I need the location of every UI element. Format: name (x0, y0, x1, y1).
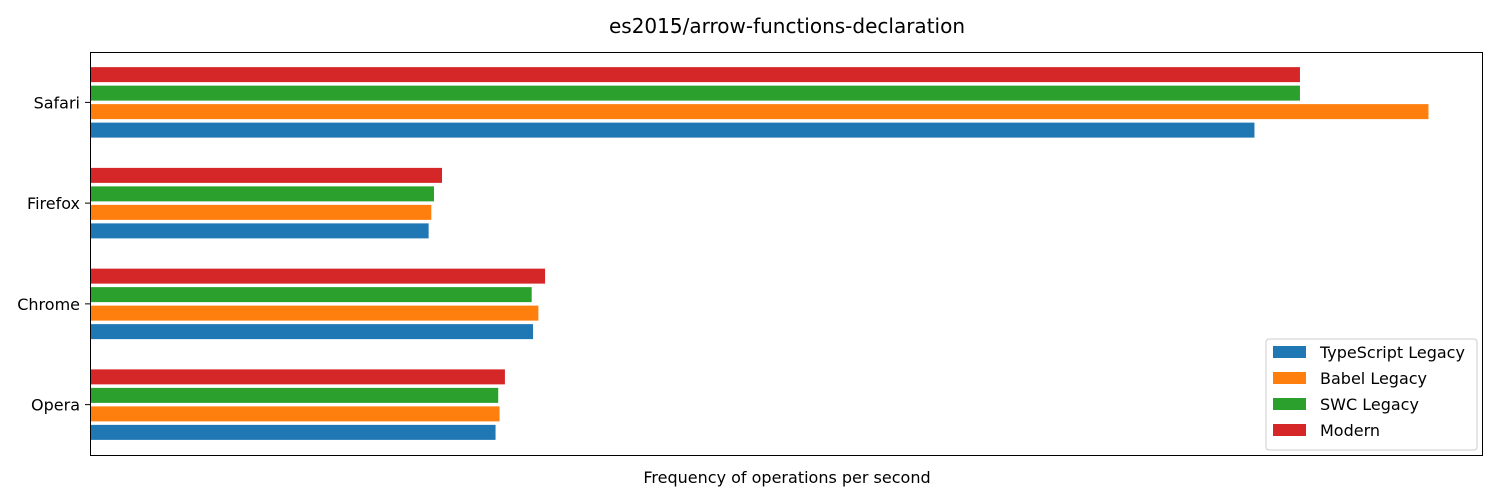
y-tick-label: Opera (31, 396, 80, 415)
y-tick-label: Firefox (27, 194, 80, 213)
bar-chrome-modern (90, 268, 546, 284)
y-tick-label: Chrome (17, 295, 80, 314)
bar-safari-swc-legacy (90, 85, 1300, 101)
bar-opera-typescript-legacy (90, 424, 496, 440)
legend-swatch (1273, 372, 1306, 384)
x-axis-label: Frequency of operations per second (643, 468, 930, 487)
legend-label: Babel Legacy (1320, 369, 1427, 388)
bar-firefox-typescript-legacy (90, 223, 429, 239)
category-labels: Opera Chrome Firefox Safari (17, 93, 90, 415)
legend-label: Modern (1320, 421, 1380, 440)
bar-chrome-swc-legacy (90, 287, 532, 303)
bar-opera-swc-legacy (90, 387, 499, 403)
bar-opera-modern (90, 369, 505, 385)
bar-chrome-babel-legacy (90, 305, 539, 321)
axes-frame (90, 52, 1483, 456)
bar-opera-babel-legacy (90, 406, 500, 422)
legend-box (1265, 338, 1478, 451)
legend-label: SWC Legacy (1320, 395, 1419, 414)
bar-firefox-modern (90, 167, 443, 183)
bar-chrome-typescript-legacy (90, 324, 534, 340)
bars-group (90, 67, 1429, 440)
legend: TypeScript Legacy Babel Legacy SWC Legacy M… (1265, 338, 1478, 451)
y-tick-label: Safari (34, 93, 80, 112)
bar-safari-typescript-legacy (90, 122, 1255, 138)
bar-firefox-swc-legacy (90, 186, 434, 202)
bar-safari-modern (90, 67, 1300, 83)
chart-title: es2015/arrow-functions-declaration (609, 14, 965, 38)
legend-label: TypeScript Legacy (1319, 343, 1465, 362)
legend-swatch (1273, 398, 1306, 410)
bar-firefox-babel-legacy (90, 204, 432, 220)
legend-swatch (1273, 346, 1306, 358)
legend-swatch (1273, 424, 1306, 436)
bar-safari-babel-legacy (90, 104, 1429, 120)
